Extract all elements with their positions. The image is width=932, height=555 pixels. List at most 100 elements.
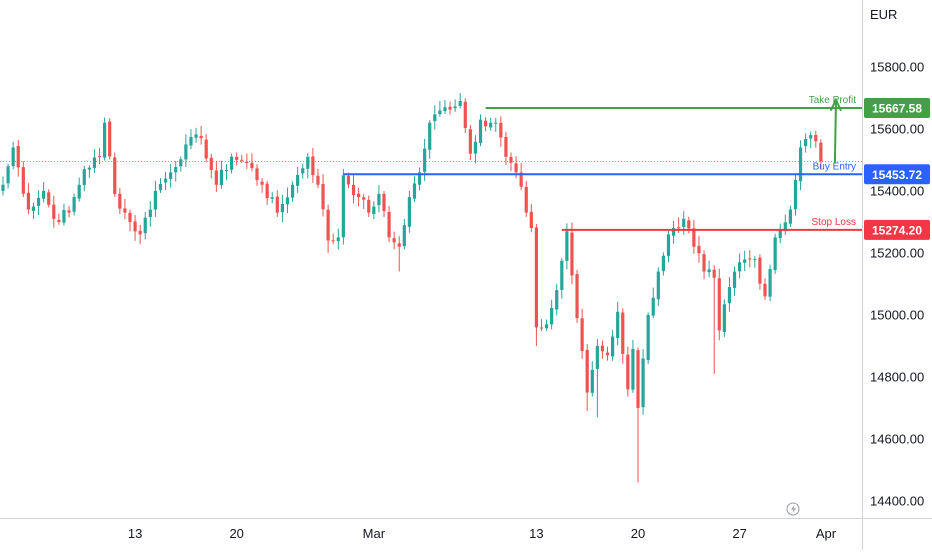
candle xyxy=(585,344,589,412)
candle-body xyxy=(280,203,284,213)
candle-body xyxy=(11,147,15,166)
candle xyxy=(763,278,767,300)
candle-body xyxy=(605,352,610,356)
level-layer: Take Profit 15667.58 Buy Entry 15453.72 Stop… xyxy=(0,95,930,240)
x-tick-label: 13 xyxy=(529,526,543,541)
buy-entry-label: Buy Entry xyxy=(813,161,856,172)
candle xyxy=(189,129,193,150)
buy-entry-price-badge xyxy=(864,164,930,185)
candle xyxy=(255,164,259,186)
candle-body xyxy=(656,271,660,300)
candle xyxy=(158,178,163,193)
y-tick-label: 15400.00 xyxy=(870,183,924,198)
candle-body xyxy=(346,175,351,185)
candle-body xyxy=(219,169,224,186)
candle-body xyxy=(265,183,269,199)
candle xyxy=(555,283,559,316)
candle xyxy=(133,215,137,241)
candle xyxy=(544,319,549,331)
candle xyxy=(153,180,157,217)
candle xyxy=(235,152,239,166)
candle-body xyxy=(438,110,442,115)
candle-body xyxy=(230,156,234,170)
candle-body xyxy=(194,134,198,138)
candle-body xyxy=(712,269,716,278)
candle xyxy=(72,193,76,216)
candle xyxy=(666,231,671,263)
candle xyxy=(417,167,422,191)
candle-body xyxy=(560,260,564,290)
candle xyxy=(113,152,117,197)
candle-body xyxy=(544,324,549,329)
candle xyxy=(717,268,721,341)
candle xyxy=(184,134,188,167)
candle-body xyxy=(275,196,279,213)
candle-body xyxy=(235,156,239,160)
candle xyxy=(819,139,823,169)
x-tick-label: 20 xyxy=(631,526,645,541)
candle-body xyxy=(199,135,203,139)
buy-entry-price-text: 15453.72 xyxy=(872,168,922,182)
candle-body xyxy=(661,255,665,272)
candle-body xyxy=(367,200,371,213)
candle-body xyxy=(148,209,152,218)
currency-label: EUR xyxy=(870,7,897,22)
candle-body xyxy=(31,206,36,211)
candle xyxy=(732,266,737,296)
candle-body xyxy=(504,136,508,157)
candle-body xyxy=(301,168,305,174)
candle-body xyxy=(529,211,533,229)
candle xyxy=(600,340,605,359)
candle xyxy=(494,117,498,132)
candle-body xyxy=(641,358,645,408)
candle xyxy=(463,98,467,133)
candle-body xyxy=(758,257,762,284)
candle-body xyxy=(118,193,122,209)
candle xyxy=(290,181,295,202)
candle xyxy=(590,361,594,397)
candle-body xyxy=(21,167,25,194)
candle-body xyxy=(768,269,772,297)
candle xyxy=(773,233,777,274)
candle xyxy=(489,117,493,131)
candle xyxy=(641,349,645,415)
candle-body xyxy=(682,218,686,227)
candle-body xyxy=(143,217,147,234)
candle-body xyxy=(809,135,813,139)
candle xyxy=(357,187,361,207)
candle-body xyxy=(351,184,356,196)
candle xyxy=(148,201,152,227)
candle xyxy=(433,105,437,130)
candle-body xyxy=(316,175,320,185)
candle xyxy=(529,203,533,233)
candle xyxy=(504,131,508,166)
candle-body xyxy=(478,119,483,144)
candle xyxy=(509,152,513,172)
candle-body xyxy=(631,349,635,390)
candle-body xyxy=(732,271,737,288)
candle-body xyxy=(6,166,10,184)
candle xyxy=(128,209,132,232)
candle-body xyxy=(285,197,290,205)
candle xyxy=(270,192,274,204)
candle-body xyxy=(52,204,56,219)
candle xyxy=(123,198,127,220)
candle xyxy=(443,99,447,115)
candle-body xyxy=(727,287,732,304)
x-tick-label: 27 xyxy=(732,526,746,541)
candle-body xyxy=(153,190,157,210)
candle xyxy=(174,161,178,182)
candle xyxy=(6,163,10,189)
candle xyxy=(631,340,635,393)
candle xyxy=(387,205,391,243)
candle xyxy=(214,160,218,192)
candle xyxy=(616,301,620,346)
candle xyxy=(204,134,208,163)
candle xyxy=(362,194,366,209)
y-tick-label: 15000.00 xyxy=(870,307,924,322)
candle xyxy=(412,176,417,202)
candle-body xyxy=(245,161,249,164)
candle xyxy=(351,175,356,204)
candle xyxy=(697,235,701,263)
